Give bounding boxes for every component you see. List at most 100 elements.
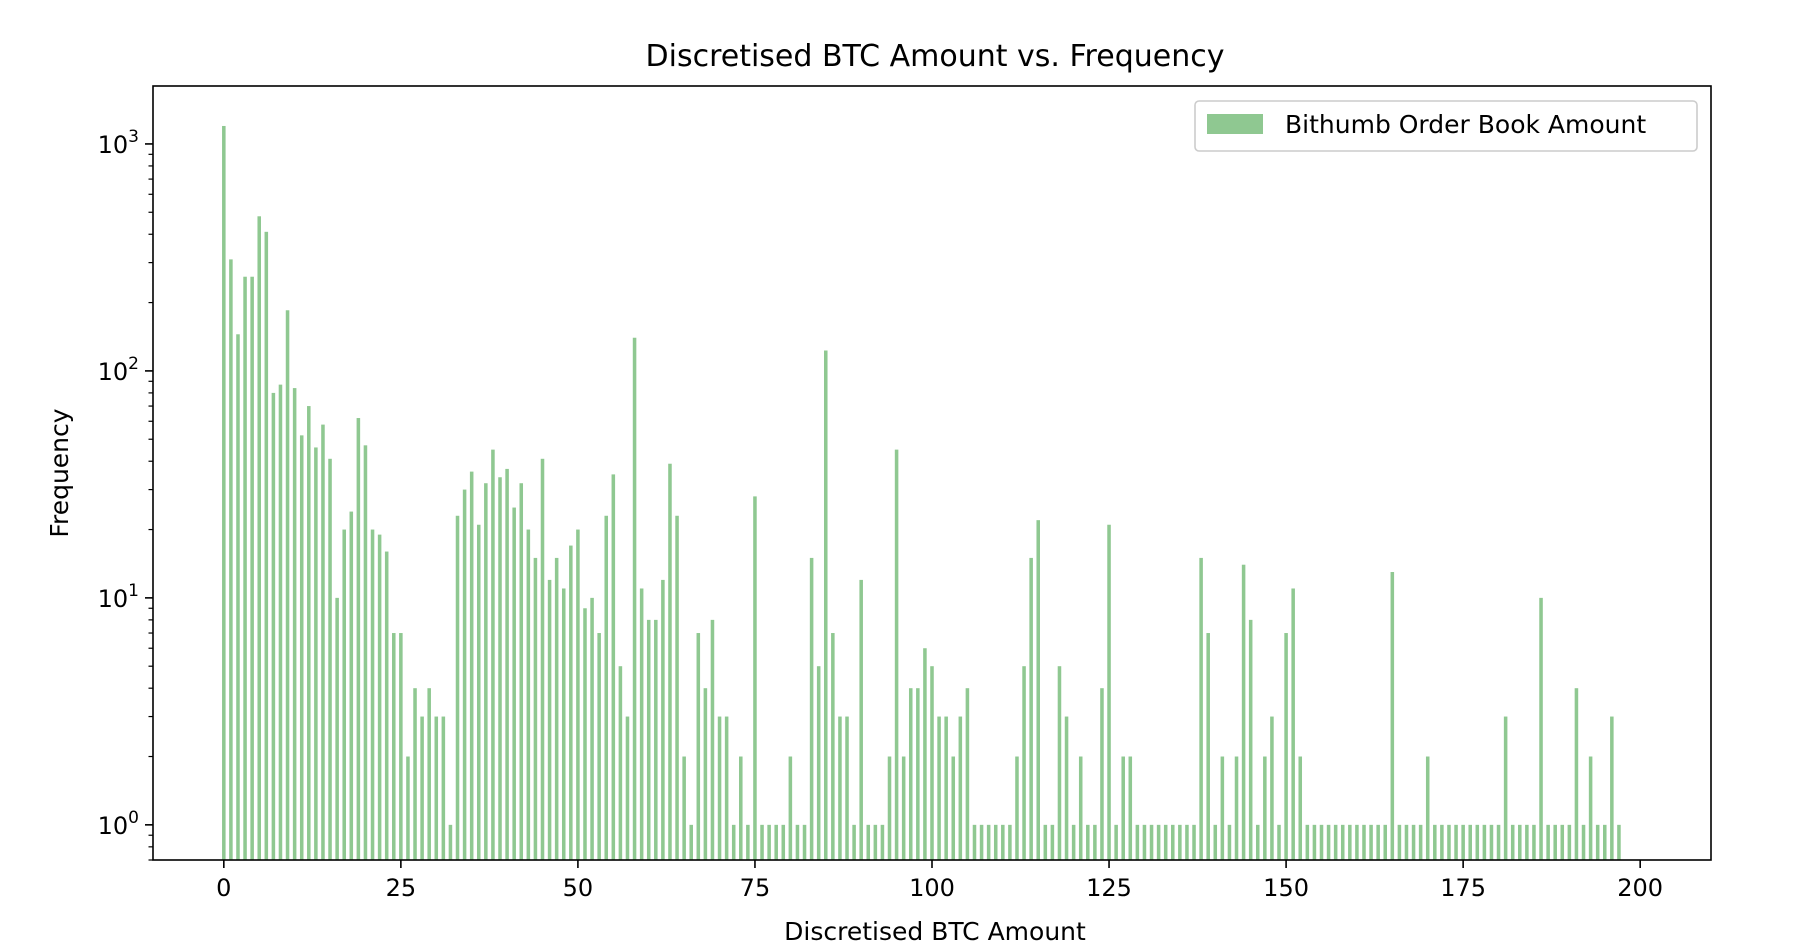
bar [285,310,290,860]
bar [1199,557,1203,860]
y-tick-label: 102 [98,354,139,386]
bar [307,406,311,860]
bar [1595,824,1600,860]
legend-swatch [1207,114,1263,134]
bar [1178,824,1182,860]
x-axis-label: Discretised BTC Amount [784,917,1086,946]
bar [540,458,545,860]
bar [1482,824,1487,860]
bar [618,666,623,860]
bar [809,557,814,860]
y-axis: 100 101 102 103 [98,127,153,861]
bar [512,507,516,860]
bar [1340,824,1345,860]
bar [413,688,417,860]
bar [604,515,609,860]
x-tick-label: 150 [1263,874,1309,902]
bars-layer [222,125,1621,861]
bar [923,648,927,860]
bar [1333,824,1338,860]
bar [1135,824,1140,860]
bar [1468,824,1472,860]
bar [1603,824,1607,860]
bar [1057,666,1062,860]
bar [448,824,453,860]
bar [632,337,637,860]
bar [993,824,998,860]
bar [434,716,439,860]
bar [335,597,339,860]
bar [703,688,708,860]
bar [937,716,941,860]
bar [1418,824,1423,860]
bar [377,534,382,860]
bar [1121,756,1125,860]
bar [1128,756,1133,860]
bar [392,633,396,860]
bar [1489,824,1494,860]
bar [916,688,920,860]
bar [1001,824,1005,860]
bar [1525,824,1529,860]
bar [951,756,956,860]
bar [788,756,793,860]
bar [1567,824,1572,860]
bar [965,688,970,860]
bar [1404,824,1409,860]
bar [427,688,431,860]
bar [583,608,587,860]
bar [1277,824,1281,860]
bar [1510,824,1515,860]
bar [1560,824,1565,860]
bar [739,756,743,860]
bar [852,824,856,860]
bar [1142,824,1147,860]
bar [1163,824,1168,860]
y-axis-label: Frequency [45,408,74,537]
bar [1192,824,1196,860]
bar [654,619,658,860]
bar [1433,824,1437,860]
bar [441,716,446,860]
bar [1518,824,1522,860]
bar [1496,824,1501,860]
bar [1532,824,1536,860]
bar [746,824,750,860]
bar [1015,756,1019,860]
bar [257,216,261,861]
x-tick-label: 75 [740,874,771,902]
bar [908,688,913,860]
bar [880,824,885,860]
bar [646,619,651,860]
bar [710,619,715,860]
bar [469,471,474,860]
bar [363,445,368,860]
bar [264,231,269,860]
bar [1171,824,1175,860]
bar [873,824,878,860]
bar [831,633,835,860]
bar [724,716,729,860]
bar [802,824,807,860]
bar [1348,824,1352,860]
bar [1298,756,1303,860]
bar [1610,716,1614,860]
bar [696,633,701,860]
bar [1546,824,1550,860]
bar [824,350,828,860]
y-tick-label: 101 [98,581,139,613]
bar [1319,824,1324,860]
bar [236,334,240,860]
bar [979,824,984,860]
bar [625,716,630,860]
bar [1234,756,1239,860]
bar [356,418,361,860]
bar [1241,564,1246,860]
bar [498,477,502,860]
bar [1022,666,1026,860]
bar [321,424,325,860]
bar [1425,756,1430,860]
x-tick-label: 0 [216,874,231,902]
bar [526,529,531,860]
